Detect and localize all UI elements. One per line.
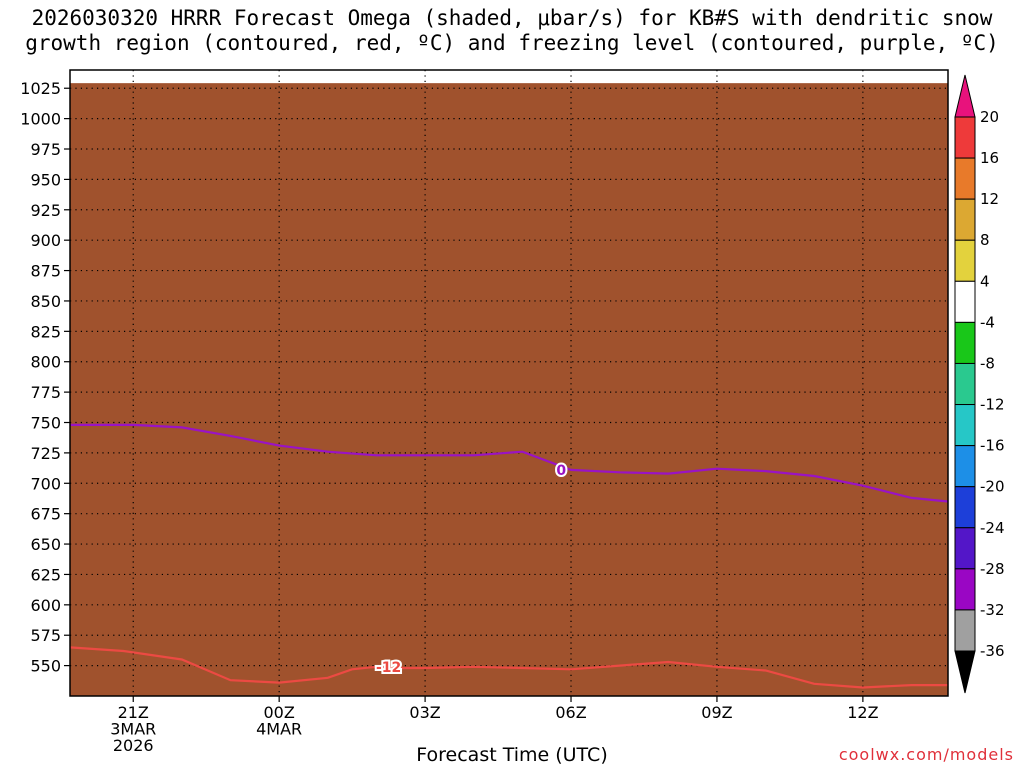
- ytick-label-850: 850: [30, 292, 61, 311]
- x-axis-title: Forecast Time (UTC): [416, 744, 608, 766]
- xtick-label-6-0: 03Z: [409, 703, 440, 722]
- dendritic-line-label: -12: [376, 660, 401, 676]
- contour-lines: -12 0: [69, 423, 949, 689]
- colorbar-swatch-10: [954, 527, 976, 570]
- colorbar-swatch-9: [954, 486, 976, 529]
- colorbar-label-9: -20: [980, 478, 1005, 496]
- ytick-label-675: 675: [30, 505, 61, 524]
- title-line-1: 2026030320 HRRR Forecast Omega (shaded, …: [31, 6, 993, 30]
- ytick-label-900: 900: [30, 231, 61, 250]
- freezing-line-label: 0: [556, 463, 566, 479]
- colorbar-label-8: -16: [980, 437, 1005, 455]
- ytick-label-1000: 1000: [20, 110, 61, 129]
- colorbar-label-0: 20: [980, 108, 999, 126]
- colorbar-label-6: -8: [980, 354, 995, 372]
- grid-lines: [70, 70, 948, 696]
- xtick-label-9-0: 06Z: [555, 703, 586, 722]
- ytick-label-800: 800: [30, 353, 61, 372]
- colorbar-swatch-1: [954, 157, 976, 200]
- colorbar: 20 16 12 8 4 -4 -8 -12 -16 -20 -24 -28 -32 -36: [954, 74, 1005, 694]
- colorbar-swatch-3: [954, 239, 976, 282]
- xtick-label-0-1: 3MAR: [110, 720, 156, 739]
- ytick-label-725: 725: [30, 444, 61, 463]
- xtick-label-0-0: 21Z: [118, 703, 149, 722]
- colorbar-label-5: -4: [980, 313, 995, 331]
- colorbar-swatch-11: [954, 568, 976, 611]
- colorbar-swatch-7: [954, 404, 976, 447]
- colorbar-swatch-6: [954, 362, 976, 406]
- colorbar-label-4: 4: [980, 272, 990, 290]
- colorbar-label-3: 8: [980, 231, 990, 249]
- colorbar-swatch-0: [954, 116, 976, 159]
- ytick-label-600: 600: [30, 596, 61, 615]
- colorbar-label-2: 12: [980, 190, 999, 208]
- colorbar-swatch-2: [954, 198, 976, 241]
- xtick-label-0-2: 2026: [113, 736, 154, 755]
- ytick-label-950: 950: [30, 170, 61, 189]
- ytick-label-975: 975: [30, 140, 61, 159]
- dendritic-line: [69, 646, 948, 689]
- colorbar-max-tip: [954, 74, 976, 118]
- ytick-label-825: 825: [30, 322, 61, 341]
- ytick-label-925: 925: [30, 201, 61, 220]
- ytick-label-875: 875: [30, 262, 61, 281]
- colorbar-swatch-12: [954, 609, 976, 652]
- ytick-label-650: 650: [30, 535, 61, 554]
- ground-band: [70, 83, 948, 697]
- xtick-label-3-0: 00Z: [263, 703, 294, 722]
- colorbar-label-7: -12: [980, 396, 1005, 414]
- colorbar-label-11: -28: [980, 560, 1005, 578]
- title-line-2: growth region (contoured, red, ºC) and f…: [25, 31, 999, 55]
- plot-frame: [69, 69, 949, 697]
- credit-link[interactable]: coolwx.com/models: [838, 745, 1014, 764]
- xtick-label-15-0: 12Z: [847, 703, 878, 722]
- ground-fill: [70, 83, 948, 697]
- ytick-label-550: 550: [30, 657, 61, 676]
- colorbar-swatch-8: [954, 445, 976, 488]
- colorbar-label-12: -32: [980, 601, 1005, 619]
- colorbar-min-tip: [954, 650, 976, 694]
- chart-title: 2026030320 HRRR Forecast Omega (shaded, …: [0, 6, 1024, 56]
- ytick-label-775: 775: [30, 383, 61, 402]
- xtick-label-3-1: 4MAR: [256, 720, 302, 739]
- colorbar-label-13: -36: [980, 642, 1005, 660]
- colorbar-swatch-5: [954, 321, 976, 364]
- freezing-line: [70, 423, 949, 503]
- ytick-label-750: 750: [30, 414, 61, 433]
- colorbar-swatch-4: [954, 280, 976, 323]
- ytick-label-625: 625: [30, 565, 61, 584]
- ytick-label-1025: 1025: [20, 79, 61, 98]
- colorbar-label-10: -24: [980, 519, 1005, 537]
- xtick-label-12-0: 09Z: [701, 703, 732, 722]
- ytick-label-575: 575: [30, 626, 61, 645]
- ytick-label-700: 700: [30, 474, 61, 493]
- colorbar-label-1: 16: [980, 149, 999, 167]
- y-axis-ticks: 550 575 600 625 650 675 700 725 750 775 800 825 850 8…: [20, 79, 70, 676]
